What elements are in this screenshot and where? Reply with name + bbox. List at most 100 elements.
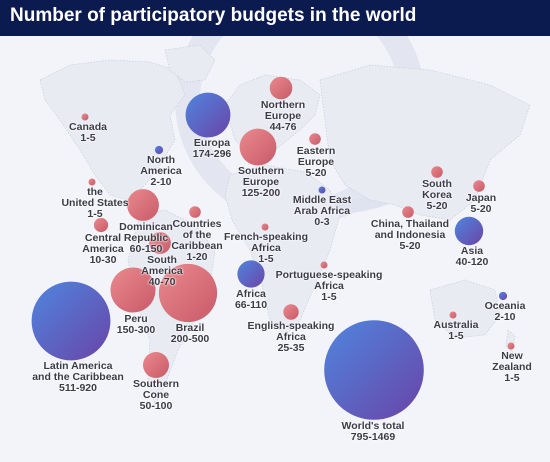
region-name-line: Eastern (296, 144, 336, 157)
region-range: 50-100 (139, 400, 173, 412)
bubble-central-america (93, 217, 109, 233)
label-dominican-republic: Dominican Republic 60-150 (119, 221, 173, 255)
region-range: 44-76 (269, 121, 297, 134)
region-range: 150-300 (116, 323, 156, 336)
region-name-line: Northern (260, 99, 306, 112)
bubble-dominican-republic (127, 189, 159, 221)
region-name-line: Oceania (484, 300, 526, 313)
title-bar: Number of participatory budgets in the w… (0, 0, 550, 36)
label-latin-america: Latin America and the Caribbean 511-920 (32, 361, 124, 394)
region-range: 200-500 (170, 333, 210, 346)
north-america-outline (39, 59, 186, 201)
region-name-line: Southern (237, 165, 285, 178)
region-range: 60-150 (129, 242, 163, 255)
region-name-line: and Indonesia (374, 228, 446, 241)
region-name-line: Central (84, 232, 122, 245)
region-name-line: Southern (132, 378, 180, 390)
map-title: Number of participatory budgets in the w… (10, 5, 417, 26)
region-name-line: Africa (236, 287, 266, 300)
label-brazil: Brazil 200-500 (171, 323, 210, 345)
bubble-eastern-europe (309, 133, 321, 145)
label-south-korea: South Korea 5-20 (422, 177, 452, 212)
bubble-canada (81, 113, 89, 121)
bubble-south-korea (431, 166, 443, 178)
region-range: 40-70 (148, 275, 176, 288)
australia-outline (429, 279, 501, 339)
bubble-northern-europe (269, 76, 293, 100)
label-english-africa: English-speaking Africa 25-35 (247, 319, 335, 354)
region-name-line: Australia (433, 318, 479, 331)
bubble-brazil (158, 263, 218, 323)
bubble-south-america (149, 232, 171, 254)
region-name-line: New (501, 349, 523, 362)
bubble-world (324, 320, 424, 420)
bubble-asia (454, 216, 484, 246)
region-range: 511-920 (59, 382, 97, 395)
label-countries-caribbean: Countries of the Caribbean 1-20 (171, 217, 222, 263)
region-range: 5-20 (470, 202, 492, 215)
region-name-line: Europa (193, 137, 231, 150)
region-name-line: Countries (172, 217, 222, 230)
region-range: 2-10 (150, 176, 172, 189)
region-range: 1-5 (321, 290, 337, 303)
bubble-countries-caribbean (189, 206, 201, 218)
label-oceania: Oceania 2-10 (485, 301, 526, 323)
label-new-zealand: New Zealand 1-5 (492, 349, 532, 384)
region-range: 5-20 (305, 166, 327, 179)
region-name-line: America (140, 165, 182, 178)
region-name-line: Korea (422, 188, 452, 201)
bubble-latin-america (31, 281, 111, 361)
bubble-french-africa (261, 223, 269, 231)
region-name-line: Latin America (43, 360, 113, 373)
bubble-portuguese-africa (320, 261, 328, 269)
label-eastern-europe: Eastern Europe 5-20 (296, 144, 336, 179)
bubble-china (402, 206, 414, 218)
africa-outline (224, 164, 341, 336)
label-united-states: the United States 1-5 (61, 186, 129, 220)
region-name-line: United States (61, 196, 129, 209)
region-name-line: Zealand (492, 360, 532, 373)
label-europa: Europa 174-296 (193, 138, 232, 160)
region-name-line: Portuguese-speaking (275, 268, 383, 281)
region-range: 5-20 (399, 239, 421, 252)
region-range: 25-35 (277, 341, 305, 354)
label-french-africa: French-speaking Africa 1-5 (224, 231, 308, 265)
region-range: 0-3 (314, 215, 330, 228)
region-name-line: Africa (314, 279, 344, 292)
bubble-new-zealand (507, 342, 515, 350)
greenland-outline (164, 44, 216, 83)
region-name-line: Republic (123, 231, 169, 244)
label-northern-europe: Northern Europe 44-76 (261, 100, 305, 133)
region-range: 1-5 (80, 131, 96, 144)
region-name-line: Asia (460, 245, 484, 258)
bubble-english-africa (283, 304, 299, 320)
bubble-africa (237, 260, 265, 288)
region-name-line: English-speaking (247, 319, 335, 332)
label-southern-europe: Southern Europe 125-200 (238, 166, 284, 199)
bubble-oceania (498, 291, 508, 301)
bubbles (31, 76, 515, 420)
region-name-line: South (147, 253, 177, 266)
region-name-line: Europe (242, 176, 280, 189)
bubble-north-america (154, 145, 164, 155)
bubble-middle-east (318, 186, 326, 194)
bubble-australia (449, 311, 457, 319)
region-range: 795-1469 (350, 430, 396, 443)
region-name-line: Europe (264, 110, 302, 123)
region-range: 1-5 (504, 371, 520, 384)
bubble-japan (473, 180, 485, 192)
region-name-line: World's total (341, 419, 405, 432)
label-australia: Australia 1-5 (433, 318, 479, 342)
region-range: 10-30 (89, 254, 117, 267)
region-range: 1-5 (448, 329, 464, 342)
region-name-line: South (422, 177, 452, 190)
label-south-america: South America 40-70 (141, 253, 182, 288)
region-name-line: Europe (297, 155, 335, 168)
region-name-line: America (82, 243, 124, 256)
label-japan: Japan 5-20 (465, 191, 497, 215)
region-name-line: Japan (465, 191, 497, 204)
region-name-line: Canada (69, 120, 107, 133)
region-name-line: Middle East (292, 193, 352, 206)
bubble-southern-europe (239, 128, 277, 166)
